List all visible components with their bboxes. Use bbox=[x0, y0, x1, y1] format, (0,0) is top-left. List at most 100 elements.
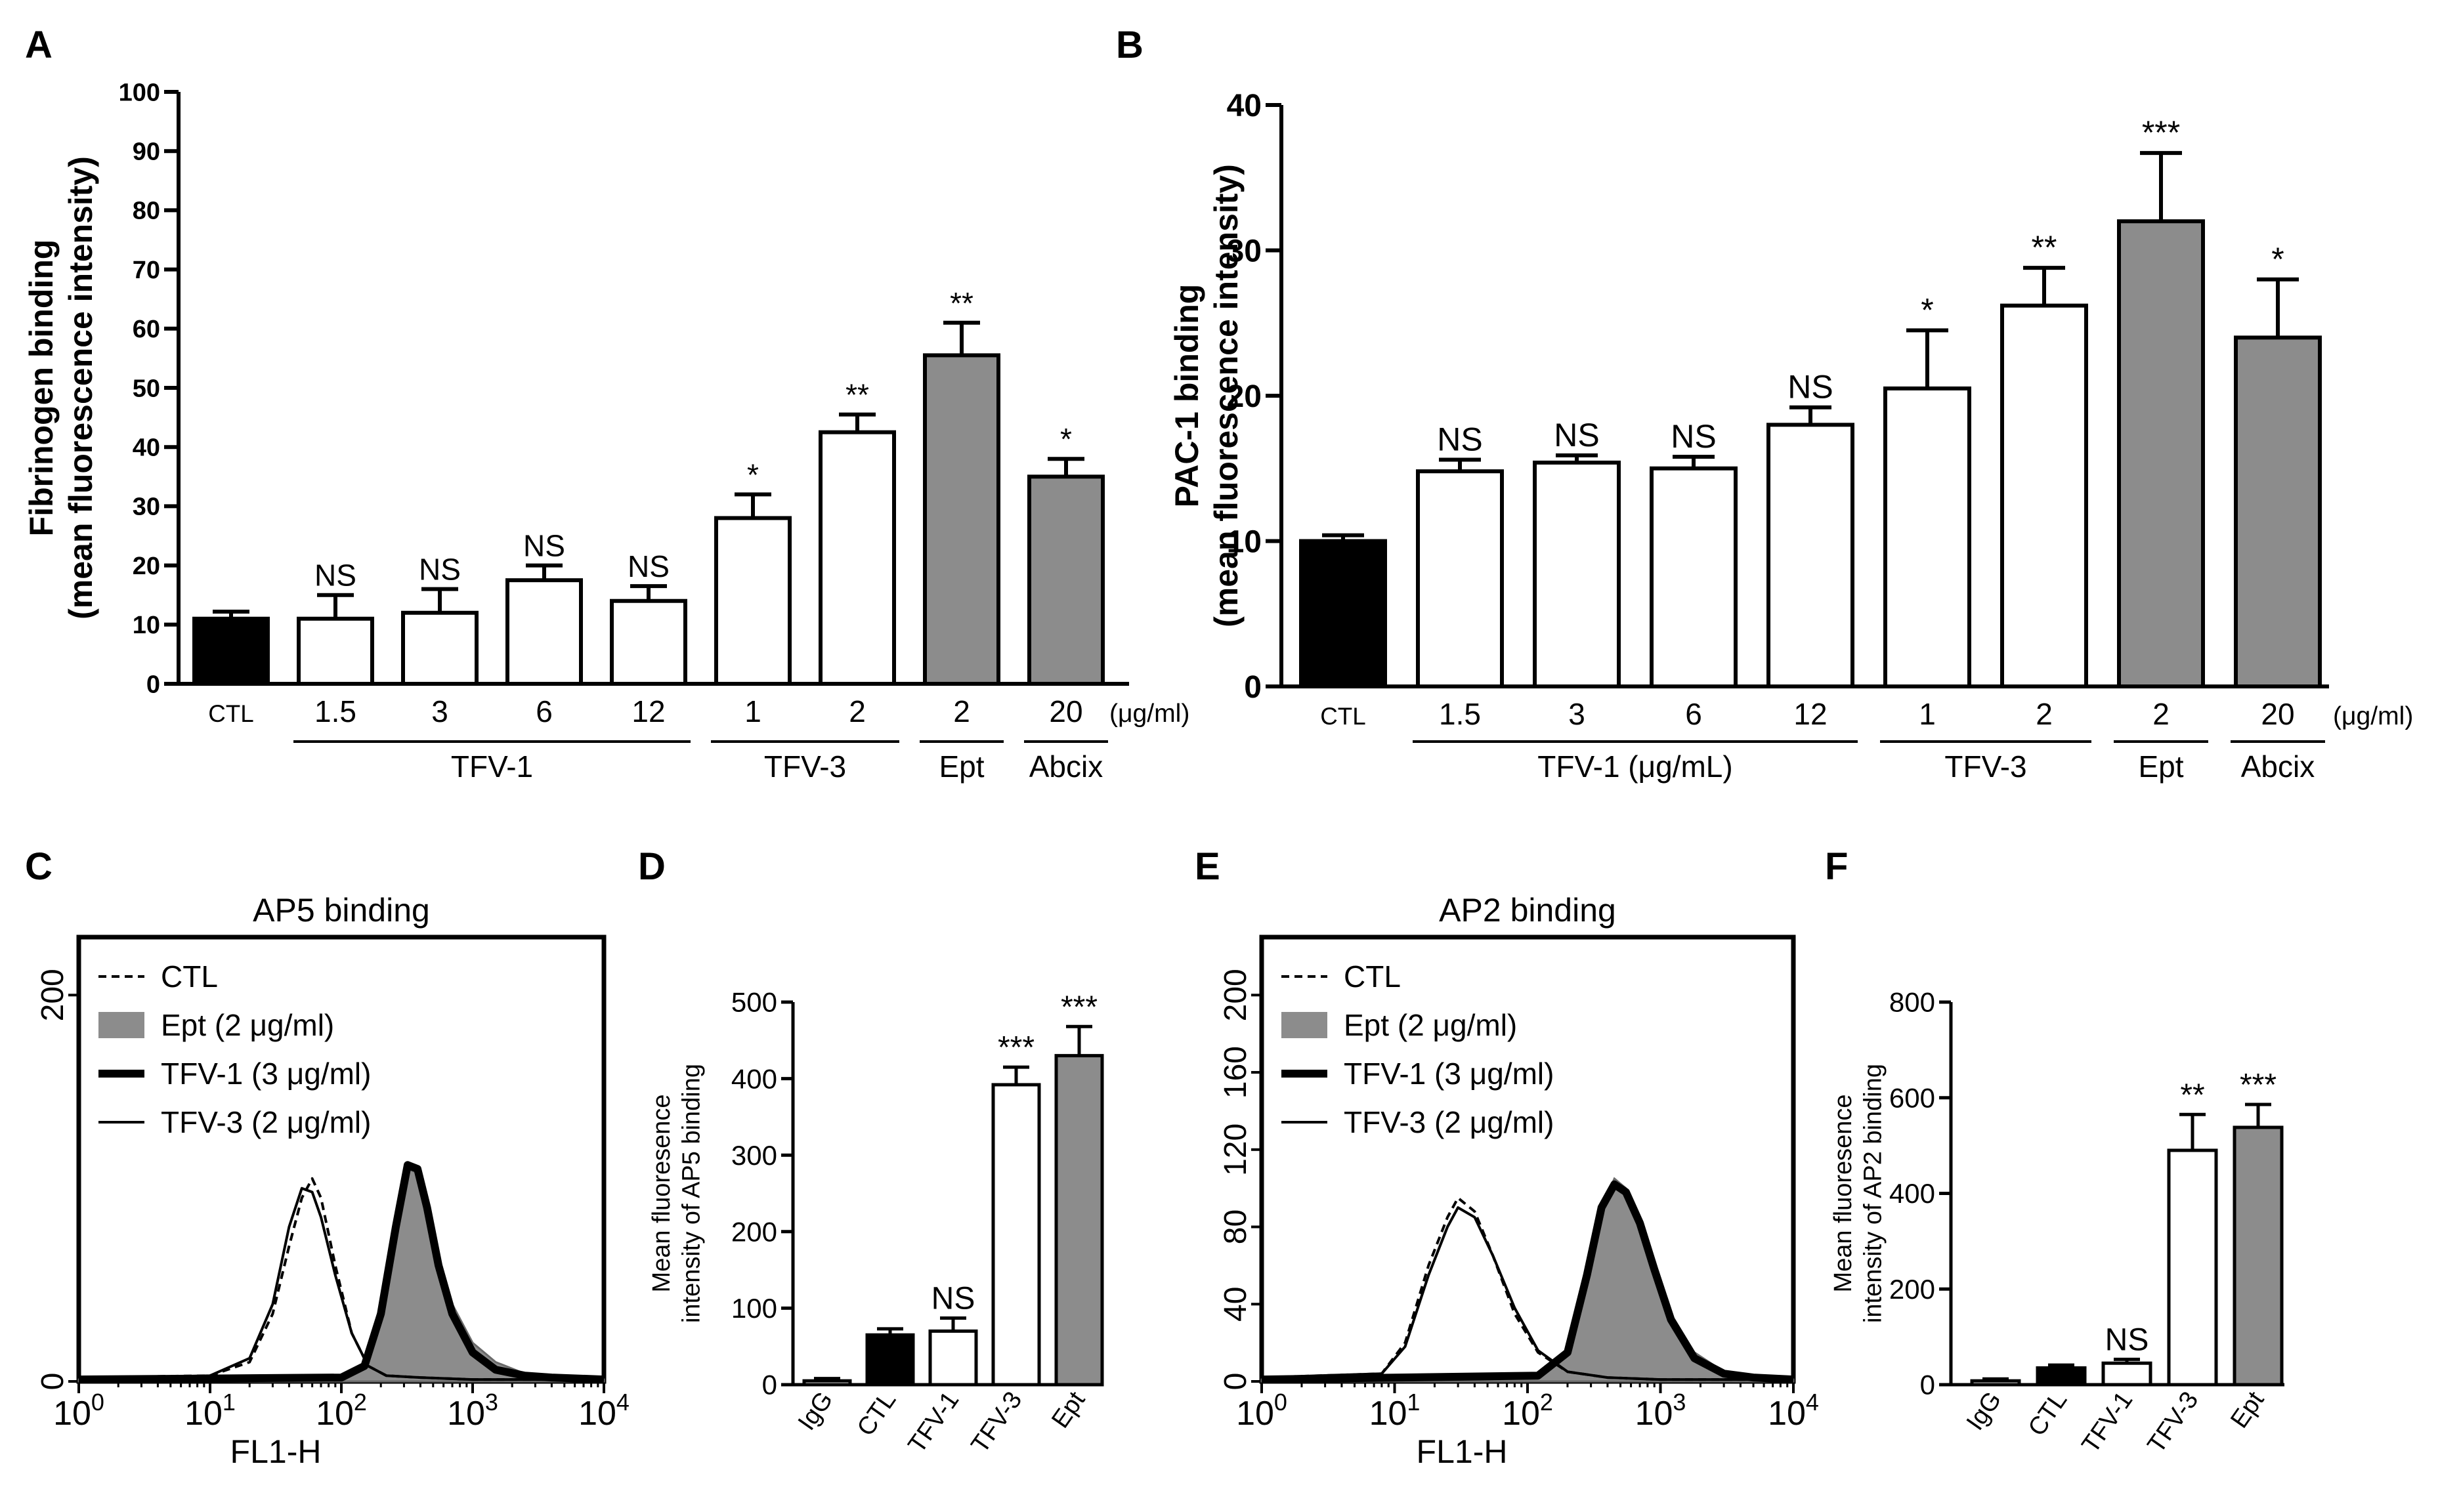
significance-label-1: NS bbox=[1437, 421, 1482, 457]
y-tick-label: 200 bbox=[1218, 969, 1253, 1021]
bar-2-7 bbox=[923, 353, 1000, 686]
category-label-5: 1 bbox=[744, 694, 761, 728]
y-tick-label: 0 bbox=[762, 1370, 777, 1400]
panel-letter-c: C bbox=[25, 845, 53, 888]
histogram-series-2 bbox=[78, 1161, 605, 1384]
bar-ept-4 bbox=[1054, 1054, 1104, 1387]
x-tick-exponent: 1 bbox=[223, 1389, 236, 1416]
y-tick-label: 40 bbox=[1218, 1287, 1253, 1322]
x-tick-label: 103 bbox=[1635, 1389, 1686, 1433]
category-label-4: 12 bbox=[1793, 697, 1827, 731]
bar-20-8 bbox=[1027, 474, 1105, 686]
significance-label-1: NS bbox=[314, 558, 356, 593]
bar-2-6 bbox=[819, 430, 896, 686]
x-tick-base: 10 bbox=[184, 1395, 223, 1433]
y-tick-label: 0 bbox=[35, 1373, 70, 1391]
legend-label-0: CTL bbox=[161, 959, 218, 994]
category-label-8: 20 bbox=[2261, 697, 2294, 731]
histogram-series-0 bbox=[1261, 1196, 1793, 1381]
category-label-4: Ept bbox=[1046, 1387, 1090, 1433]
significance-label-4: *** bbox=[1061, 990, 1098, 1024]
x-tick-label: 104 bbox=[1768, 1389, 1819, 1433]
histogram-series-0 bbox=[78, 1177, 604, 1381]
histogram-series-3 bbox=[1261, 1206, 1793, 1381]
significance-label-6: ** bbox=[845, 378, 869, 412]
category-label-0: IgG bbox=[793, 1387, 839, 1435]
significance-label-3: NS bbox=[523, 529, 565, 563]
y-tick-label: 400 bbox=[731, 1063, 777, 1094]
y-tick-label: 800 bbox=[1889, 987, 1935, 1018]
y-tick-label: 10 bbox=[1227, 524, 1262, 559]
y-tick-label: 0 bbox=[1218, 1373, 1253, 1391]
category-label-0: CTL bbox=[208, 700, 254, 727]
y-tick-label: 30 bbox=[1227, 234, 1262, 268]
x-tick-exponent: 1 bbox=[1407, 1389, 1420, 1416]
bar-3-2 bbox=[1533, 460, 1621, 688]
panel-letter-f: F bbox=[1825, 845, 1848, 888]
legend-label-0: CTL bbox=[1344, 959, 1401, 994]
y-tick-label: 20 bbox=[133, 553, 160, 580]
group-label-3: Abcix bbox=[1029, 749, 1103, 784]
category-label-6: 2 bbox=[849, 694, 866, 728]
x-tick-label: 103 bbox=[447, 1389, 498, 1433]
panel-a-fibrinogen-binding-chart: 0 10 20 30 40 50 60 70 80 90 100 Fibrinogen binding… bbox=[23, 79, 1189, 784]
bar-12-4 bbox=[610, 598, 687, 686]
plot-frame bbox=[1259, 934, 1796, 1384]
panel-b-pac1-binding-chart: 0 10 20 30 40 PAC-1 binding(mean fluorescence… bbox=[1168, 89, 2413, 784]
x-tick-base: 10 bbox=[1635, 1395, 1673, 1433]
x-tick-exponent: 2 bbox=[1540, 1389, 1553, 1416]
y-tick-label: 160 bbox=[1218, 1046, 1253, 1099]
y-tick-label: 120 bbox=[1218, 1124, 1253, 1176]
significance-label-4: *** bbox=[2240, 1068, 2277, 1102]
bar-tfv-1-2 bbox=[928, 1329, 978, 1387]
y-tick-label: 500 bbox=[731, 987, 777, 1018]
category-label-1: 1.5 bbox=[1439, 697, 1481, 731]
histogram-series-2 bbox=[1261, 1180, 1794, 1384]
bar-20-8 bbox=[2234, 335, 2322, 688]
bar-tfv-3-3 bbox=[991, 1083, 1041, 1387]
x-tick-exponent: 0 bbox=[91, 1389, 104, 1416]
bar-6-3 bbox=[505, 578, 583, 686]
x-tick-label: 101 bbox=[1369, 1389, 1421, 1433]
bar-1.5-1 bbox=[297, 616, 374, 686]
y-axis-label: Mean fluoresenceintensity of AP2 binding bbox=[1829, 1064, 1887, 1323]
histogram-series-1 bbox=[77, 1167, 605, 1383]
x-tick-exponent: 4 bbox=[616, 1389, 630, 1416]
group-label-3: Abcix bbox=[2241, 749, 2315, 784]
x-tick-label: 100 bbox=[53, 1389, 104, 1433]
y-tick-label: 0 bbox=[1920, 1370, 1935, 1400]
x-tick-base: 10 bbox=[1502, 1395, 1540, 1433]
y-tick-label: 100 bbox=[119, 79, 160, 106]
y-tick-label: 40 bbox=[1227, 89, 1262, 123]
y-axis-label-line1: Mean fluoresence bbox=[1829, 1094, 1857, 1292]
panel-d-ap5-bar-chart: 0 100 200 300 400 500 Mean fluoresenceintensit… bbox=[648, 987, 1104, 1458]
bar-tfv-3-3 bbox=[2167, 1148, 2218, 1387]
x-tick-base: 10 bbox=[53, 1395, 91, 1433]
bar-1-5 bbox=[1883, 386, 1971, 688]
plot-frame bbox=[76, 934, 607, 1384]
bar-igg-0 bbox=[802, 1379, 852, 1387]
group-label-1: TFV-3 bbox=[764, 749, 846, 784]
significance-label-8: * bbox=[1060, 422, 1072, 456]
y-tick-label: 30 bbox=[133, 494, 160, 521]
x-tick-label: 100 bbox=[1236, 1389, 1287, 1433]
bar-2-7 bbox=[2117, 219, 2205, 688]
legend-label-2: TFV-1 (3 μg/ml) bbox=[161, 1057, 371, 1091]
category-label-3: TFV-3 bbox=[2143, 1387, 2204, 1458]
x-tick-label: 102 bbox=[316, 1389, 367, 1433]
significance-label-7: ** bbox=[950, 286, 973, 320]
category-label-4: Ept bbox=[2225, 1387, 2269, 1433]
category-label-2: 3 bbox=[431, 694, 448, 728]
y-tick-label: 80 bbox=[133, 198, 160, 225]
group-label-2: Ept bbox=[2138, 749, 2183, 784]
y-tick-label: 40 bbox=[133, 434, 160, 462]
bar-6-3 bbox=[1650, 466, 1738, 688]
plot-title: AP5 binding bbox=[253, 892, 430, 929]
panel-letters: A B C D E F bbox=[25, 24, 1848, 888]
significance-label-8: * bbox=[2271, 241, 2284, 278]
x-tick-base: 10 bbox=[1369, 1395, 1407, 1433]
significance-label-2: NS bbox=[931, 1282, 975, 1316]
x-tick-exponent: 0 bbox=[1274, 1389, 1287, 1416]
bar-ctl-0 bbox=[1299, 539, 1387, 688]
